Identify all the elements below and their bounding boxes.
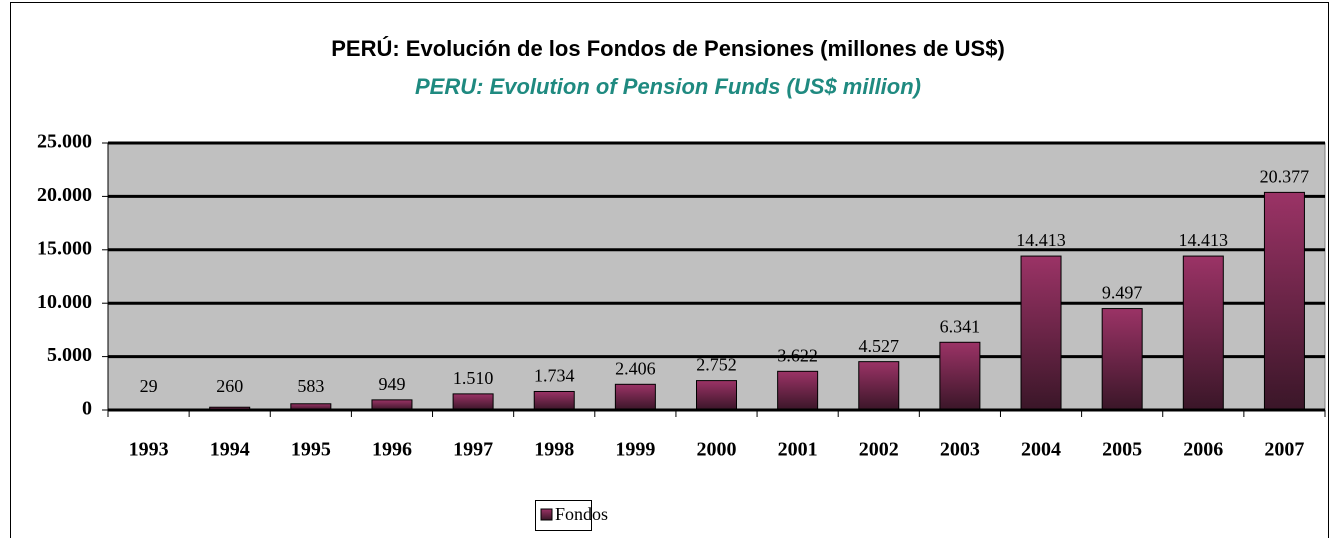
y-tick-label: 5.000 [47, 344, 92, 366]
x-tick-label: 1993 [129, 439, 169, 461]
bar [533, 390, 575, 411]
y-tick-label: 25.000 [37, 131, 92, 153]
legend-swatch [540, 508, 553, 521]
y-tick-label: 0 [82, 398, 92, 420]
bar [614, 383, 656, 411]
data-label: 14.413 [1016, 230, 1066, 250]
chart-title: PERÚ: Evolución de los Fondos de Pension… [331, 36, 1005, 61]
data-label: 1.734 [534, 366, 575, 386]
x-tick-label: 1994 [210, 439, 250, 461]
x-tick-label: 2004 [1021, 439, 1061, 461]
y-tick-label: 10.000 [37, 291, 92, 313]
x-tick-label: 2000 [697, 439, 737, 461]
x-tick-label: 1996 [372, 439, 412, 461]
bar [696, 380, 737, 411]
bar [1020, 255, 1062, 411]
bar [939, 341, 981, 411]
bar [1101, 308, 1143, 411]
data-label: 1.510 [453, 368, 494, 388]
bar [452, 393, 494, 411]
data-label: 9.497 [1102, 283, 1143, 303]
legend-label: Fondos [555, 504, 608, 524]
x-tick-label: 1997 [453, 439, 493, 461]
data-label: 260 [216, 376, 243, 396]
data-label: 2.406 [615, 358, 656, 378]
data-label: 20.377 [1260, 166, 1310, 186]
data-label: 29 [140, 376, 158, 396]
data-label: 3.622 [777, 345, 818, 365]
data-label: 6.341 [940, 316, 981, 336]
x-tick-label: 1998 [534, 439, 574, 461]
bar [858, 361, 900, 411]
bar [1182, 255, 1224, 411]
x-tick-label: 1999 [615, 439, 655, 461]
y-tick-label: 20.000 [37, 184, 92, 206]
x-tick-label: 1995 [291, 439, 331, 461]
x-tick-label: 2001 [778, 439, 818, 461]
bar [1263, 191, 1305, 411]
bar [371, 399, 413, 411]
data-label: 583 [297, 376, 324, 396]
bar [777, 370, 819, 411]
data-label: 14.413 [1179, 230, 1229, 250]
data-label: 949 [378, 374, 405, 394]
data-label: 2.752 [696, 355, 737, 375]
y-tick-label: 15.000 [37, 237, 92, 259]
x-tick-label: 2003 [940, 439, 980, 461]
x-tick-label: 2002 [859, 439, 899, 461]
data-label: 4.527 [859, 336, 900, 356]
x-tick-label: 2006 [1183, 439, 1223, 461]
chart-subtitle: PERU: Evolution of Pension Funds (US$ mi… [415, 74, 921, 99]
x-tick-label: 2005 [1102, 439, 1142, 461]
x-tick-label: 2007 [1264, 439, 1304, 461]
